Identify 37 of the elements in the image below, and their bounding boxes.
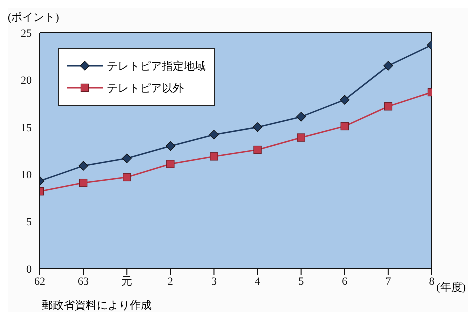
x-tick-label: 8	[429, 276, 436, 288]
y-tick-label: 10	[21, 170, 32, 182]
x-tick-label: 6	[342, 276, 348, 288]
x-tick-label: 3	[211, 276, 218, 288]
x-tick-label: 元	[122, 276, 133, 288]
point	[166, 160, 175, 168]
point	[384, 102, 393, 111]
legend-label: テレトピア指定地域	[107, 60, 206, 74]
legend-label: テレトピア以外	[107, 82, 184, 96]
x-tick-label: 4	[255, 276, 262, 288]
point	[78, 161, 88, 171]
x-tick-label: 63	[78, 276, 90, 288]
x-tick-label: 5	[298, 276, 305, 288]
x-tick-label: 2	[168, 276, 174, 288]
point	[123, 173, 132, 182]
x-axis-title: (年度)	[436, 280, 466, 295]
point	[122, 154, 132, 164]
y-tick-label: 25	[21, 28, 32, 40]
point	[209, 130, 220, 140]
point	[79, 178, 88, 188]
y-tick-label: 5	[26, 216, 32, 229]
x-tick-label: 62	[34, 276, 46, 288]
y-tick-label: 0	[26, 264, 32, 276]
y-tick-label: 20	[21, 75, 32, 88]
x-tick-label: 7	[386, 276, 392, 288]
point	[340, 122, 349, 131]
y-tick-label: 15	[21, 122, 32, 134]
point	[252, 122, 263, 132]
point	[297, 134, 306, 142]
point	[296, 112, 306, 122]
point	[384, 61, 394, 71]
point	[210, 152, 218, 161]
point	[166, 141, 176, 152]
y-axis-title: (ポイント)	[8, 11, 60, 25]
text: 郵政省資料により作成	[42, 299, 152, 313]
point	[254, 146, 262, 154]
point	[340, 95, 350, 105]
